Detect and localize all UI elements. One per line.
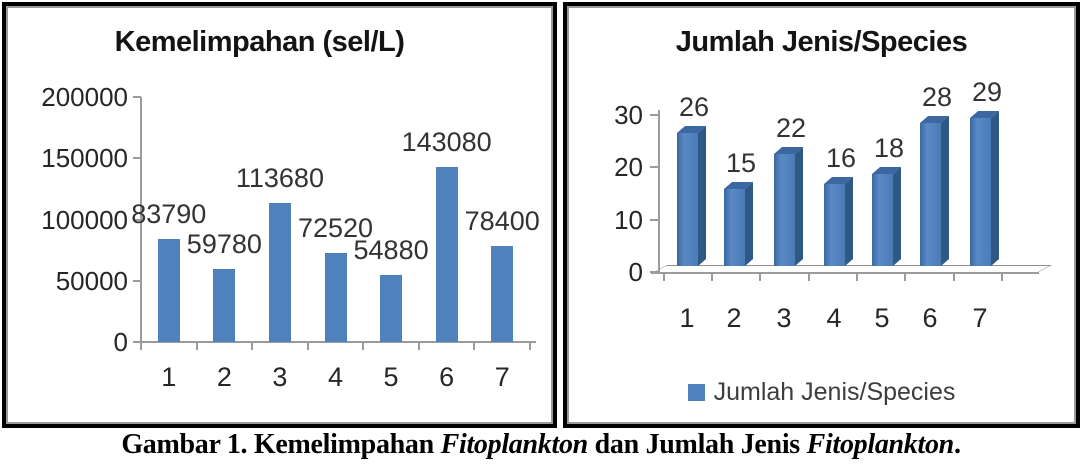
x-tick-label: 2 [726, 303, 742, 333]
x-tick [904, 274, 906, 281]
bar [723, 189, 745, 266]
legend-swatch-icon [687, 384, 705, 401]
x-tick [663, 274, 665, 281]
bar-data-label: 16 [825, 143, 857, 173]
bar [823, 184, 845, 266]
x-tick [251, 343, 254, 350]
y-tick-label: 0 [628, 257, 643, 287]
y-tick [650, 166, 658, 169]
bar [773, 154, 795, 266]
right-chart-plot: 0 10 20 30 26 1 15 2 22 3 16 4 18 5 28 6 29 7 [567, 6, 1076, 424]
bar [380, 275, 403, 342]
bar [491, 246, 514, 342]
bar-data-label: 72520 [297, 213, 374, 243]
y-tick [650, 218, 658, 221]
y-tick [133, 157, 141, 160]
right-chart-panel: Jumlah Jenis/Species 0 10 20 30 26 1 15 2 22 3 16 4… [563, 2, 1080, 428]
x-tick-label: 4 [327, 362, 343, 392]
bar-data-label: 15 [725, 148, 757, 178]
bar-data-label: 143080 [401, 127, 492, 157]
y-tick-label: 0 [113, 327, 128, 357]
y-axis-line [140, 97, 142, 343]
caption-segment: dan Jumlah Jenis [587, 429, 807, 460]
y-tick-label: 200000 [41, 82, 128, 112]
caption-segment: Gambar 1. Kemelimpahan [121, 429, 441, 460]
bar-data-label: 83790 [131, 199, 207, 229]
legend: Jumlah Jenis/Species [567, 378, 1076, 407]
y-axis-line [658, 110, 660, 274]
x-tick [1001, 274, 1003, 281]
x-tick [140, 343, 142, 350]
right-chart-title: Jumlah Jenis/Species [675, 26, 968, 58]
y-tick-label: 100000 [41, 204, 128, 235]
x-tick [529, 343, 531, 350]
x-tick [362, 343, 365, 350]
y-tick [133, 218, 141, 221]
bar [871, 174, 893, 266]
bar-data-label: 22 [775, 113, 807, 143]
left-chart-title: Kemelimpahan (sel/L) [114, 26, 405, 58]
caption-italic-segment: Fitoplankton [806, 429, 955, 460]
bar-data-label: 28 [921, 82, 953, 112]
x-tick-label: 3 [272, 362, 288, 392]
y-tick-label: 10 [614, 204, 643, 235]
bar [268, 203, 291, 342]
bar [676, 133, 698, 266]
x-tick [856, 274, 858, 281]
x-tick [195, 343, 198, 350]
bar-data-label: 113680 [235, 163, 324, 193]
x-tick [417, 343, 420, 350]
bar [157, 239, 180, 342]
x-tick [473, 343, 476, 350]
bar-data-label: 29 [971, 77, 1003, 107]
x-tick-label: 1 [679, 303, 695, 333]
legend-label: Jumlah Jenis/Species [713, 378, 956, 406]
bar [213, 269, 236, 342]
left-chart-panel: Kemelimpahan (sel/L) 0 50000 100000 150000 2… [2, 2, 557, 428]
x-tick-label: 1 [161, 362, 177, 392]
x-tick-label: 6 [922, 303, 938, 333]
bar [435, 167, 458, 342]
x-tick [306, 343, 309, 350]
y-tick [133, 96, 141, 98]
caption-segment: . [953, 429, 961, 460]
y-tick-label: 30 [614, 100, 643, 131]
x-tick-label: 6 [439, 362, 455, 392]
x-tick [808, 274, 810, 281]
x-tick-label: 4 [826, 303, 842, 333]
x-tick-label: 7 [494, 362, 510, 392]
x-tick-label: 2 [216, 362, 232, 392]
x-axis-line [651, 272, 1039, 274]
bar [324, 253, 347, 342]
x-tick-label: 3 [776, 303, 792, 333]
x-tick-label: 7 [972, 303, 988, 333]
y-tick-label: 50000 [55, 265, 128, 296]
y-tick [133, 279, 141, 282]
caption-italic-segment: Fitoplankton [440, 429, 589, 460]
x-axis-line [133, 341, 536, 343]
y-tick-label: 20 [614, 152, 643, 183]
x-tick [953, 274, 955, 281]
y-tick-label: 150000 [41, 143, 128, 174]
x-tick-label: 5 [874, 303, 890, 333]
bar [969, 118, 991, 266]
bar-data-label: 54880 [353, 235, 429, 265]
x-tick [711, 274, 713, 281]
x-tick-label: 5 [383, 362, 399, 392]
bar-data-label: 59780 [186, 229, 262, 259]
bar [919, 123, 941, 266]
bar-data-label: 26 [678, 92, 710, 122]
bar-data-label: 78400 [464, 206, 540, 236]
bar-data-label: 18 [873, 133, 905, 163]
figure-caption: Gambar 1. Kemelimpahan Fitoplankton dan … [0, 429, 1082, 461]
left-chart-plot: 0 50000 100000 150000 200000 83790 1 59780 2 1136… [6, 6, 553, 424]
x-tick [759, 274, 761, 281]
y-tick [650, 114, 658, 117]
